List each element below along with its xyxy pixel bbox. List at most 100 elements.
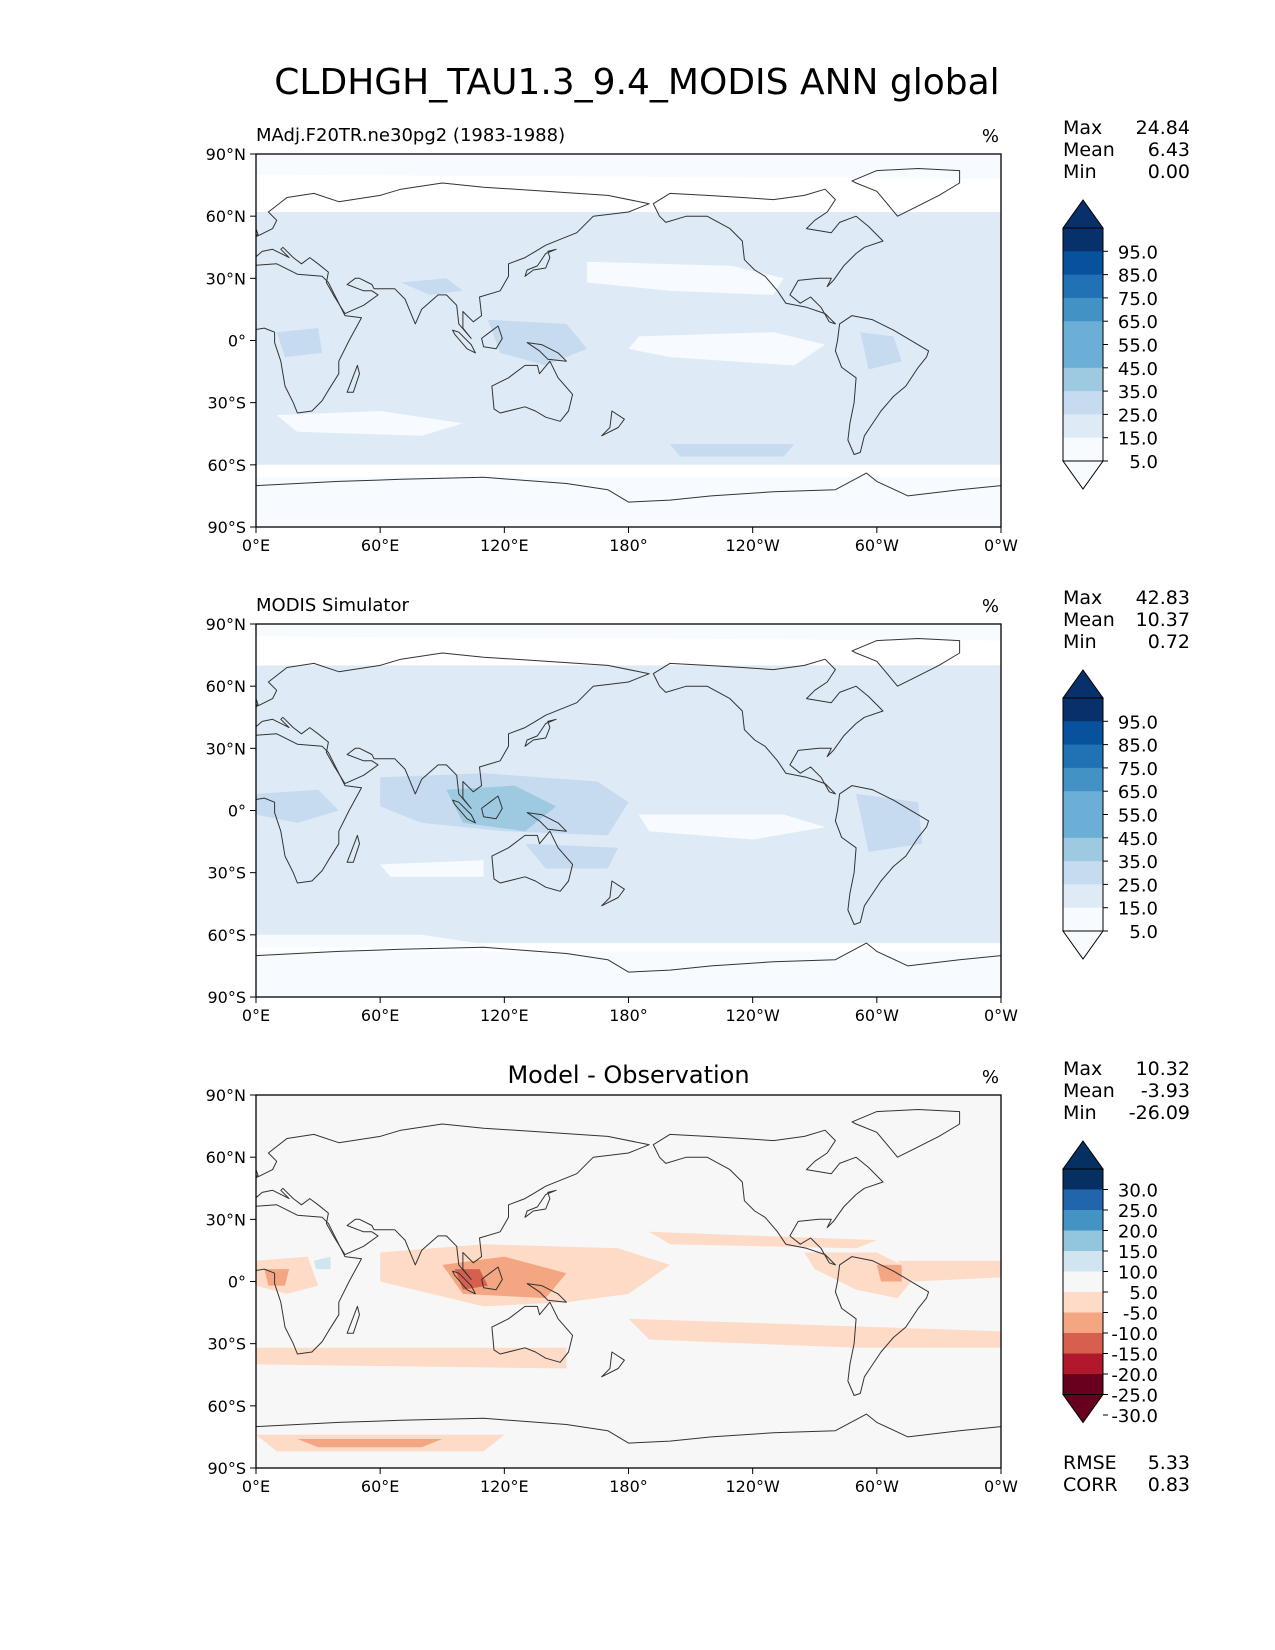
- colorbar-label: -20.0: [1111, 1365, 1158, 1386]
- panel-2: MODIS Simulator % 90°N 60°N 30°N 0° 30°S 60°S 90…: [206, 587, 1190, 1025]
- colorbar-2: 95.0 85.075.065.0 55.045.035.025.0 15.05.0: [1062, 669, 1158, 960]
- coastline-sumatra: [452, 799, 476, 824]
- coastline-uk: [256, 1168, 259, 1177]
- colorbar-label: 75.0: [1118, 759, 1158, 780]
- colorbar-band: [1063, 861, 1103, 885]
- stat-label-max: Max: [1063, 587, 1102, 609]
- colorbar-band: [1063, 1374, 1103, 1395]
- stat-value-mean: 6.43: [1148, 139, 1190, 161]
- contour-region: [276, 411, 463, 436]
- contour-region: [628, 332, 826, 366]
- contour-region: [876, 1264, 902, 1282]
- stat-value-mean: 10.37: [1136, 609, 1190, 631]
- colorbar-extend-max: [1062, 669, 1104, 699]
- lon-tick-label: 60°E: [361, 536, 399, 555]
- colorbar-label: 25.0: [1118, 1201, 1158, 1222]
- contour-region: [256, 934, 505, 948]
- lat-tick-label: 30°N: [206, 269, 246, 288]
- panel-1: MAdj.F20TR.ne30pg2 (1983-1988) % 90°N 60°N 3…: [206, 117, 1190, 555]
- colorbar-1: 95.0 85.075.065.0 55.045.035.025.0 15.05.0: [1062, 199, 1158, 490]
- map-layers: [256, 1095, 1001, 1468]
- coastline-eurasia: [256, 652, 650, 809]
- lat-tick-label: 90°N: [206, 615, 246, 634]
- contour-region: [628, 1318, 1001, 1348]
- lon-tick-label: 60°W: [855, 1477, 899, 1496]
- map-layers: [256, 624, 1001, 997]
- lon-tick-label: 0°W: [984, 1477, 1018, 1496]
- coastline-antarctica: [256, 472, 1001, 527]
- lat-tick-label: 30°N: [206, 1210, 246, 1229]
- colorbar-label: 65.0: [1118, 782, 1158, 803]
- colorbar-label: 5.0: [1129, 922, 1158, 943]
- lat-tick-label: 30°S: [207, 394, 246, 413]
- coastline-japan: [524, 718, 557, 747]
- lat-tick-label: 90°S: [207, 1459, 246, 1478]
- colorbar-band: [1063, 1189, 1103, 1211]
- colorbar-label: 5.0: [1129, 452, 1158, 473]
- coastline-borneo: [481, 1266, 503, 1291]
- coastline-south-america: [834, 785, 930, 925]
- colorbar-label: 15.0: [1118, 429, 1158, 450]
- colorbar-label: 25.0: [1118, 405, 1158, 426]
- colorbar-label: 45.0: [1118, 829, 1158, 850]
- lat-tick-label: 60°S: [207, 926, 246, 945]
- panel-left-title: MAdj.F20TR.ne30pg2 (1983-1988): [256, 125, 565, 146]
- colorbar-band: [1063, 791, 1103, 815]
- colorbar-extend-min: [1062, 1394, 1104, 1424]
- lat-tick-label: 60°S: [207, 1397, 246, 1416]
- colorbar-label: -10.0: [1111, 1324, 1158, 1345]
- colorbar-band: [1063, 837, 1103, 862]
- contour-region: [856, 793, 923, 852]
- lat-tick-label: 90°N: [206, 145, 246, 164]
- colorbar-band: [1063, 721, 1103, 746]
- lon-tick-label: 0°E: [242, 536, 270, 555]
- coastline-madagascar: [346, 1305, 360, 1334]
- contour-region: [897, 1260, 1001, 1282]
- coastline-new-guinea: [526, 812, 567, 832]
- stat-value-max: 24.84: [1136, 117, 1190, 139]
- stat-value-min: 0.72: [1148, 631, 1190, 653]
- coastline-africa: [256, 733, 362, 884]
- lon-tick-label: 120°E: [480, 1477, 529, 1496]
- coastline-borneo: [481, 325, 503, 350]
- panel-units: %: [982, 1067, 999, 1088]
- coastline-north-america: [652, 658, 884, 795]
- stat-label-mean: Mean: [1063, 139, 1115, 161]
- lat-tick-label: 0°: [228, 802, 246, 821]
- coastline-australia: [491, 360, 574, 422]
- contour-region: [256, 789, 339, 823]
- colorbar-label: 85.0: [1118, 736, 1158, 757]
- lon-tick-label: 0°W: [984, 1006, 1018, 1025]
- lat-tick-label: 30°S: [207, 864, 246, 883]
- colorbar-band: [1063, 767, 1103, 792]
- colorbar-extend-max: [1062, 199, 1104, 229]
- contour-region: [649, 1231, 877, 1249]
- map-area: [255, 623, 1002, 998]
- colorbar-label: -30.0: [1111, 1406, 1158, 1427]
- stat-label-min: Min: [1063, 631, 1097, 653]
- contour-region: [256, 154, 1001, 179]
- coastline-antarctica: [256, 1413, 1001, 1468]
- contour-region: [256, 212, 1001, 465]
- footer-label-rmse: RMSE: [1063, 1452, 1117, 1474]
- stat-label-mean: Mean: [1063, 609, 1115, 631]
- panel-units: %: [982, 596, 999, 617]
- contour-region: [525, 843, 619, 869]
- colorbar-band: [1063, 437, 1103, 462]
- contour-region: [638, 814, 826, 840]
- contour-region: [256, 624, 1001, 641]
- colorbar-band: [1063, 1230, 1103, 1252]
- colorbar-band: [1063, 1210, 1103, 1231]
- colorbar-label: 55.0: [1118, 806, 1158, 827]
- colorbar-band: [1063, 391, 1103, 415]
- coastline-eurasia: [256, 1123, 650, 1280]
- colorbar-band: [1063, 251, 1103, 276]
- lon-tick-label: 0°E: [242, 1477, 270, 1496]
- contour-region: [313, 1256, 331, 1270]
- contour-region: [256, 951, 1001, 997]
- lon-tick-label: 180°: [609, 536, 648, 555]
- coastline-antarctica: [256, 942, 1001, 997]
- colorbar-label: 35.0: [1118, 382, 1158, 403]
- coastline-japan: [524, 248, 557, 277]
- contour-region: [400, 278, 463, 295]
